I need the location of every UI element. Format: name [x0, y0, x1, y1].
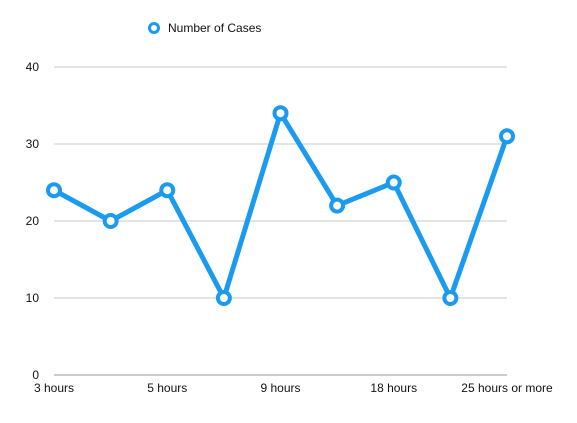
x-tick-label: 25 hours or more: [461, 381, 553, 395]
data-point: [385, 174, 402, 191]
y-tick-label: 10: [26, 291, 40, 305]
legend-marker-icon: [148, 22, 160, 34]
x-axis-ticks: 3 hours 5 hours 9 hours 18 hours 25 hours or…: [34, 381, 553, 395]
y-tick-label: 0: [32, 368, 39, 382]
data-point: [46, 182, 62, 199]
series-number-of-cases: [46, 105, 515, 306]
y-tick-label: 40: [26, 60, 40, 74]
x-tick-label: 5 hours: [147, 381, 187, 395]
x-tick-label: 3 hours: [34, 381, 74, 395]
data-point: [442, 290, 459, 306]
data-point: [159, 182, 176, 199]
x-tick-label: 18 hours: [370, 381, 417, 395]
data-point: [499, 128, 515, 145]
y-tick-label: 30: [26, 137, 40, 151]
x-tick-label: 9 hours: [260, 381, 300, 395]
data-point: [329, 197, 346, 214]
data-point: [215, 290, 232, 306]
y-tick-label: 20: [26, 214, 40, 228]
legend-label: Number of Cases: [168, 21, 261, 35]
data-point: [102, 213, 119, 229]
legend: Number of Cases: [148, 21, 261, 35]
y-axis-ticks: 0 10 20 30 40: [26, 60, 40, 382]
data-point: [272, 105, 289, 122]
gridlines: [54, 66, 507, 376]
series-line: [51, 110, 510, 301]
